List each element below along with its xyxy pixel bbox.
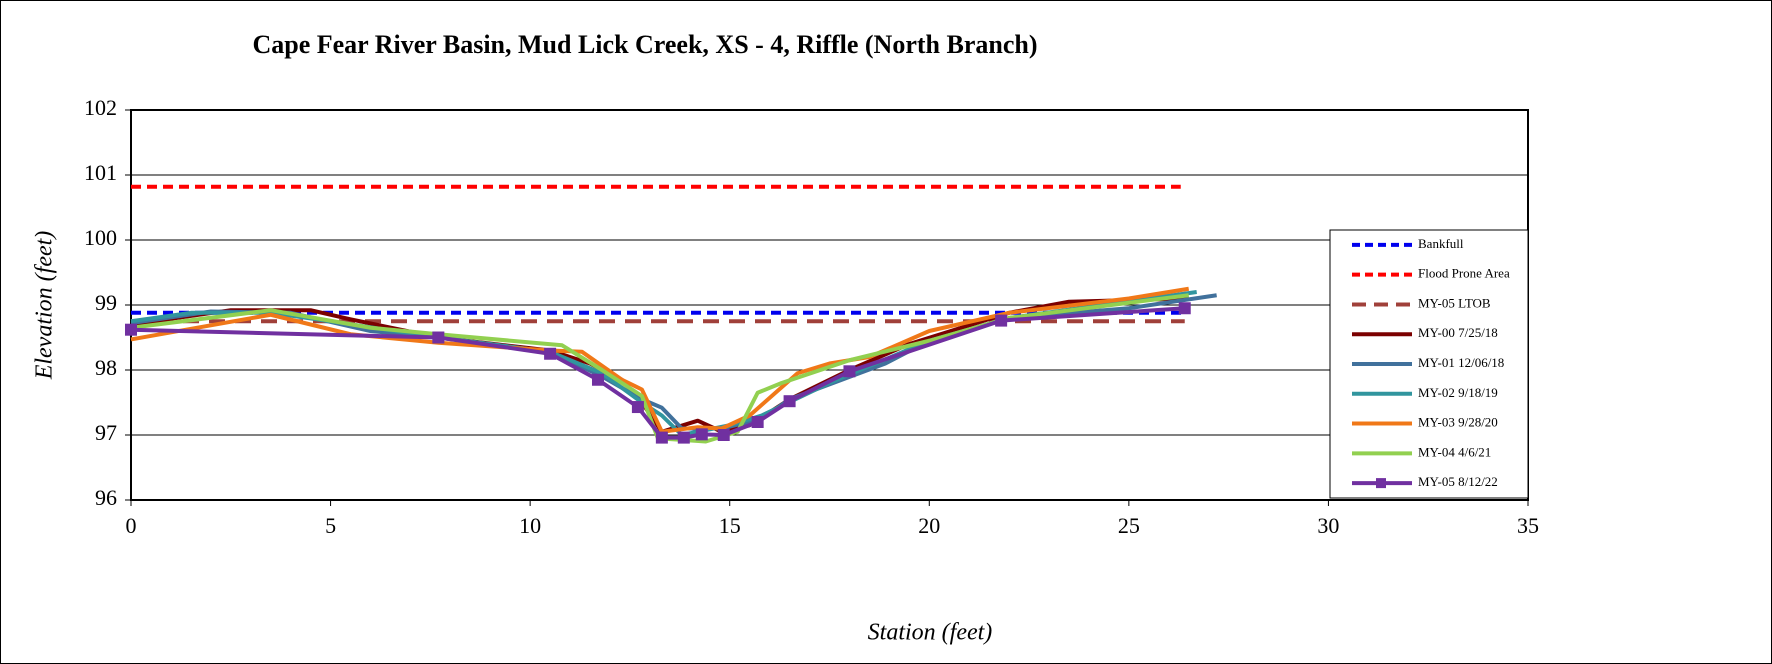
x-tick-label: 35 — [1517, 513, 1539, 538]
x-tick-label: 25 — [1118, 513, 1140, 538]
series-line — [130, 306, 1185, 440]
x-tick-label: 0 — [126, 513, 137, 538]
legend-label: MY-00 7/25/18 — [1418, 325, 1498, 340]
x-tick-label: 5 — [325, 513, 336, 538]
marker — [591, 373, 604, 386]
marker — [843, 365, 856, 378]
x-tick-label: 20 — [918, 513, 940, 538]
marker — [544, 347, 557, 360]
chart-title: Cape Fear River Basin, Mud Lick Creek, X… — [252, 30, 1037, 59]
y-tick-label: 98 — [95, 355, 117, 380]
marker — [631, 401, 644, 414]
marker — [751, 416, 764, 428]
y-tick-label: 100 — [84, 225, 117, 250]
marker — [783, 395, 796, 408]
legend-label: MY-02 9/18/19 — [1418, 385, 1498, 400]
marker — [1178, 302, 1191, 315]
marker — [717, 429, 730, 441]
legend-label: MY-05 LTOB — [1418, 295, 1491, 310]
legend-marker — [1376, 478, 1386, 489]
x-tick-label: 15 — [719, 513, 741, 538]
x-axis-label: Station (feet) — [868, 620, 993, 646]
marker — [432, 331, 445, 344]
legend-label: MY-04 4/6/21 — [1418, 444, 1491, 459]
y-tick-label: 102 — [84, 95, 117, 120]
y-axis-label: Elevation (feet) — [32, 231, 58, 381]
marker — [995, 314, 1008, 327]
legend-label: Bankfull — [1418, 236, 1464, 251]
x-tick-label: 10 — [519, 513, 541, 538]
legend-label: MY-03 9/28/20 — [1418, 415, 1498, 430]
legend-label: MY-05 8/12/22 — [1418, 474, 1498, 489]
marker — [695, 428, 708, 441]
marker — [677, 431, 690, 444]
y-tick-label: 97 — [95, 420, 117, 445]
y-tick-label: 101 — [84, 160, 117, 185]
marker — [655, 431, 668, 444]
marker — [125, 323, 137, 336]
x-tick-label: 30 — [1317, 513, 1339, 538]
y-tick-label: 99 — [95, 290, 117, 315]
legend-label: Flood Prone Area — [1418, 266, 1510, 281]
y-tick-label: 96 — [95, 485, 117, 510]
legend-label: MY-01 12/06/18 — [1418, 355, 1504, 370]
